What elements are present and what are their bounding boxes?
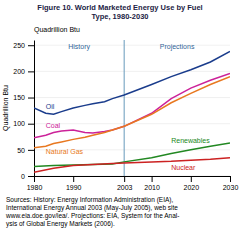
x-tick-label: 2020 bbox=[184, 184, 200, 191]
series-line bbox=[34, 52, 230, 115]
region-label: History bbox=[68, 43, 90, 51]
grid-line bbox=[34, 45, 230, 46]
x-tick-label: 1980 bbox=[27, 184, 43, 191]
series-label: Renewables bbox=[171, 137, 210, 144]
x-tick-mark bbox=[124, 176, 125, 182]
x-tick-mark bbox=[230, 176, 231, 182]
series-label: Oil bbox=[46, 103, 55, 110]
y-tick: 250 bbox=[13, 42, 34, 49]
y-tick-mark bbox=[28, 45, 34, 46]
divider-line bbox=[124, 40, 125, 176]
y-tick: 150 bbox=[13, 94, 34, 101]
grid-line bbox=[34, 71, 230, 72]
y-tick-mark bbox=[28, 150, 34, 151]
series-label: Natural Gas bbox=[46, 148, 84, 155]
series-line bbox=[34, 158, 230, 173]
caption: Sources: History: Energy Information Adm… bbox=[5, 196, 179, 228]
x-axis-line bbox=[35, 176, 231, 177]
y-axis-title: Quadrillion Btu bbox=[34, 26, 80, 34]
x-axis: 1980 1990 2003 2010 2020 2030 bbox=[27, 176, 239, 191]
y-tick-mark bbox=[28, 176, 34, 177]
series-line bbox=[34, 77, 230, 148]
x-tick-mark bbox=[73, 176, 74, 182]
y-tick: 100 bbox=[13, 120, 34, 127]
x-tick-label: 1990 bbox=[66, 184, 82, 191]
title-group: Figure 10. World Marketed Energy Use by … bbox=[37, 3, 202, 21]
x-tick-mark bbox=[191, 176, 192, 182]
caption-line: International Energy Annual 2003 (May-Ju… bbox=[6, 204, 178, 212]
grid-line bbox=[34, 176, 230, 177]
grid-line bbox=[34, 97, 230, 98]
y-tick: 50 bbox=[17, 147, 34, 154]
y-tick-label: 100 bbox=[13, 120, 25, 127]
y-tick-label: 250 bbox=[13, 42, 25, 49]
x-tick: 2020 bbox=[184, 176, 200, 191]
y-tick-label: 150 bbox=[13, 94, 25, 101]
title: Type, 1980-2030 bbox=[92, 12, 149, 21]
x-tick-label: 2010 bbox=[144, 184, 160, 191]
series-label: Coal bbox=[46, 122, 61, 129]
caption-line: ysis of Global Energy Markets (2006). bbox=[6, 220, 115, 228]
grid bbox=[34, 45, 230, 176]
x-tick: 2010 bbox=[144, 176, 160, 191]
y-tick-mark bbox=[28, 71, 34, 72]
y-tick-mark bbox=[28, 98, 34, 99]
series-line bbox=[34, 73, 230, 137]
y-tick-label: 0 bbox=[21, 173, 25, 180]
chart-container: Figure 10. World Marketed Energy Use by … bbox=[0, 0, 240, 234]
region-label: Projections bbox=[160, 43, 195, 51]
y-axis: 0 50 100 150 200 250 bbox=[13, 41, 34, 180]
y-tick-label: 200 bbox=[13, 68, 25, 75]
y-tick: 200 bbox=[13, 68, 34, 75]
series-label: Nuclear bbox=[171, 164, 196, 171]
x-tick-label: 2003 bbox=[117, 184, 133, 191]
plot: 1980 1990 2003 2010 2020 2030 0 50 100 150 200 250 H… bbox=[13, 40, 238, 191]
x-tick-label: 2030 bbox=[223, 184, 239, 191]
x-tick-mark bbox=[34, 176, 35, 182]
series-labels: Oil Coal Natural Gas Renewables Nuclear bbox=[46, 103, 210, 171]
caption-line: Sources: History: Energy Information Adm… bbox=[6, 196, 173, 204]
y-tick-label: 50 bbox=[17, 147, 25, 154]
chart-svg: Figure 10. World Marketed Energy Use by … bbox=[0, 0, 240, 234]
x-tick: 1980 bbox=[27, 176, 43, 191]
y-axis-title: Quadrillion Btu bbox=[2, 85, 10, 131]
title: Figure 10. World Marketed Energy Use by … bbox=[37, 3, 202, 12]
y-tick: 0 bbox=[21, 173, 34, 180]
caption-line: www.eia.doe.gov/iea/. Projections: EIA, … bbox=[5, 212, 179, 220]
x-tick: 1990 bbox=[66, 176, 82, 191]
x-tick-mark bbox=[152, 176, 153, 182]
marks bbox=[34, 40, 230, 176]
x-tick: 2030 bbox=[223, 176, 239, 191]
annotations: History Projections bbox=[68, 43, 195, 51]
x-tick: 2003 bbox=[117, 176, 133, 191]
y-tick-mark bbox=[28, 124, 34, 125]
